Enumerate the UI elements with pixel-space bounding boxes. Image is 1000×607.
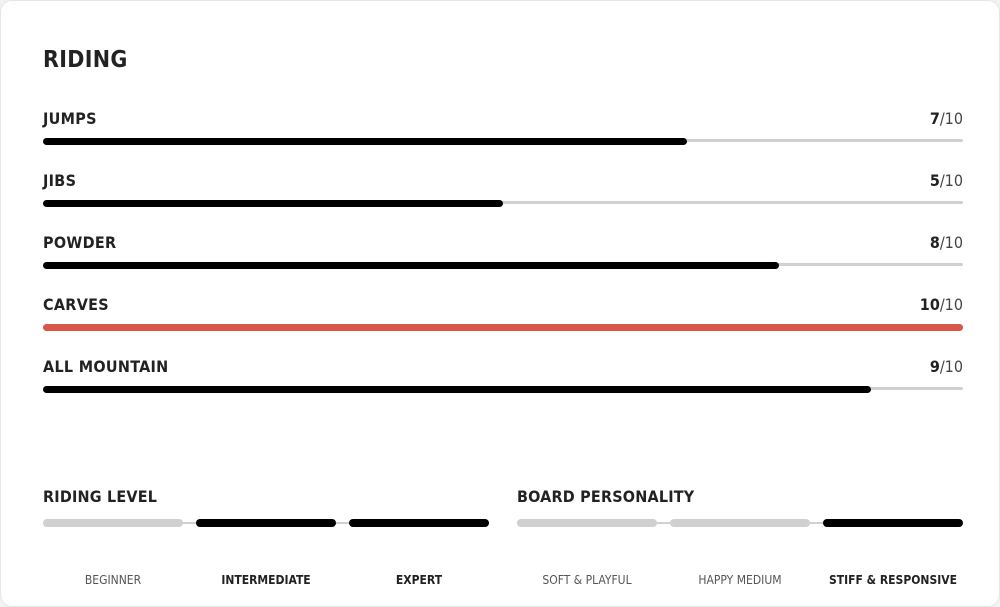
rating-label: ALL MOUNTAIN <box>43 357 169 376</box>
rating-score: 10/10 <box>920 295 963 314</box>
rating-label: JIBS <box>43 171 77 190</box>
rating-carves: CARVES 10/10 <box>43 295 963 335</box>
segment-label: EXPERT <box>395 573 443 587</box>
rating-value: 10 <box>919 295 940 314</box>
rating-value: 8 <box>929 233 940 252</box>
rating-score: 8/10 <box>930 233 963 252</box>
rating-label: POWDER <box>43 233 117 252</box>
rating-value: 7 <box>929 109 940 128</box>
rating-value: 9 <box>929 357 940 376</box>
segment-label: HAPPY MEDIUM <box>698 573 782 587</box>
rating-score: 5/10 <box>930 171 963 190</box>
riding-level: RIDING LEVEL BEGINNER INTERMEDIATE EXPERT <box>43 487 489 587</box>
rating-max: /10 <box>939 233 963 252</box>
segment-label: INTERMEDIATE <box>221 573 311 587</box>
segment-bar <box>43 519 183 527</box>
rating-max: /10 <box>939 357 963 376</box>
rating-fill <box>43 200 503 207</box>
rating-score: 9/10 <box>930 357 963 376</box>
rating-max: /10 <box>939 171 963 190</box>
rating-powder: POWDER 8/10 <box>43 233 963 273</box>
segment-label: SOFT & PLAYFUL <box>542 573 632 587</box>
segment-bar <box>823 519 963 527</box>
segment-bar <box>349 519 489 527</box>
rating-value: 5 <box>929 171 940 190</box>
rating-jumps: JUMPS 7/10 <box>43 109 963 149</box>
board-personality: BOARD PERSONALITY SOFT & PLAYFUL HAPPY ME… <box>517 487 963 587</box>
segment-label: STIFF & RESPONSIVE <box>829 573 957 587</box>
segment-bar <box>517 519 657 527</box>
rating-fill <box>43 262 779 269</box>
rating-label: JUMPS <box>43 109 97 128</box>
section-title: RIDING <box>43 47 128 73</box>
rating-fill <box>43 138 687 145</box>
rating-fill <box>43 324 963 331</box>
segment-bar <box>670 519 810 527</box>
rating-score: 7/10 <box>930 109 963 128</box>
rating-label: CARVES <box>43 295 109 314</box>
rating-max: /10 <box>939 295 963 314</box>
riding-level-heading: RIDING LEVEL <box>43 487 158 506</box>
rating-all-mountain: ALL MOUNTAIN 9/10 <box>43 357 963 397</box>
board-personality-heading: BOARD PERSONALITY <box>517 487 695 506</box>
rating-max: /10 <box>939 109 963 128</box>
rating-track <box>43 201 963 204</box>
rating-fill <box>43 386 871 393</box>
segment-label: BEGINNER <box>84 573 142 587</box>
segment-bar <box>196 519 336 527</box>
rating-jibs: JIBS 5/10 <box>43 171 963 211</box>
